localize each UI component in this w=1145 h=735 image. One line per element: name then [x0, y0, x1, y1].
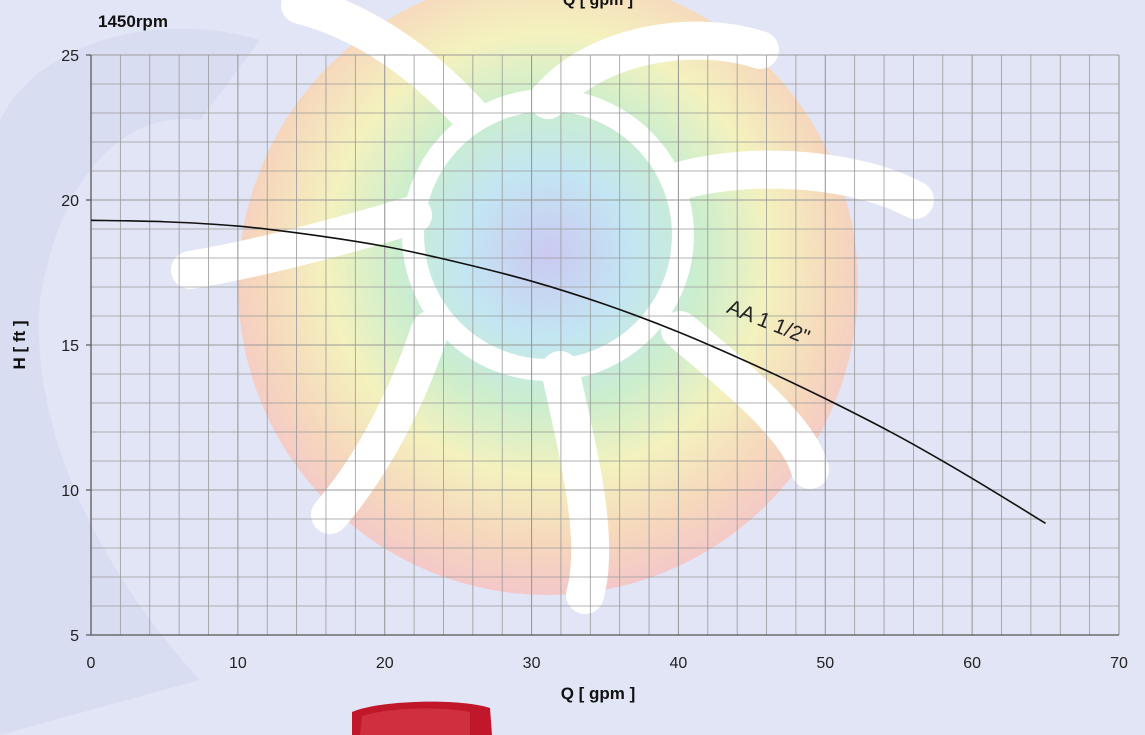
x-tick-label: 20 [376, 655, 394, 672]
y-tick-label: 20 [61, 193, 79, 210]
x-tick-label: 0 [87, 655, 96, 672]
x-tick-label: 40 [670, 655, 688, 672]
speed-label: 1450rpm [98, 12, 168, 31]
y-tick-label: 10 [61, 483, 79, 500]
y-tick-label: 5 [70, 628, 79, 645]
y-tick-label: 15 [61, 338, 79, 355]
x-tick-label: 10 [229, 655, 247, 672]
series-line-aa-1-1-2 [90, 219, 1046, 525]
pump-product-highlight [360, 708, 470, 735]
y-tick-labels: 5 10 15 20 25 [61, 48, 79, 645]
x-tick-label: 60 [963, 655, 981, 672]
x-tick-label: 70 [1110, 655, 1128, 672]
y-tick-label: 25 [61, 48, 79, 65]
top-axis-label: Q [ gpm ] [563, 0, 633, 9]
x-tick-label: 50 [816, 655, 834, 672]
x-tick-labels: 0 10 20 30 40 50 60 70 [87, 655, 1128, 672]
x-tick-label: 30 [523, 655, 541, 672]
x-axis-title: Q [ gpm ] [561, 684, 636, 703]
watermark-left-swoosh [0, 28, 260, 735]
y-axis-title: H [ ft ] [10, 320, 29, 369]
chart-grid [90, 54, 1120, 636]
chart-axes [86, 54, 1119, 636]
